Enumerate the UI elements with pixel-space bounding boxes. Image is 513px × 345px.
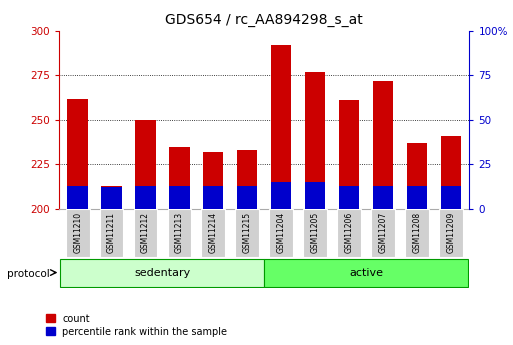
Bar [271,45,291,209]
Bar [102,186,122,209]
Bar [269,209,293,257]
Bar [373,81,393,209]
Bar [135,120,155,209]
Bar [203,186,224,209]
Text: GSM11214: GSM11214 [209,212,218,253]
Text: GSM11213: GSM11213 [175,212,184,253]
Bar [68,99,88,209]
Bar [235,209,259,257]
Bar [305,182,325,209]
Bar [371,209,395,257]
Legend: count, percentile rank within the sample: count, percentile rank within the sample [46,314,227,337]
Bar [66,209,90,257]
Bar [405,209,429,257]
Text: GSM11210: GSM11210 [73,212,82,253]
Text: GSM11209: GSM11209 [446,212,455,253]
Bar [60,259,264,286]
Text: GSM11208: GSM11208 [412,212,421,253]
Text: GSM11206: GSM11206 [345,212,353,253]
Bar [237,186,258,209]
Text: GSM11204: GSM11204 [277,212,286,253]
Bar [339,100,359,209]
Bar [271,182,291,209]
Text: GSM11211: GSM11211 [107,212,116,253]
Bar [373,186,393,209]
Bar [439,209,463,257]
Text: protocol: protocol [7,269,49,279]
Text: GSM11212: GSM11212 [141,212,150,253]
Bar [203,152,224,209]
Bar [264,259,468,286]
Bar [133,209,157,257]
Bar [169,186,190,209]
Bar [441,136,461,209]
Bar [305,72,325,209]
Bar [237,150,258,209]
Text: GSM11205: GSM11205 [310,212,320,253]
Title: GDS654 / rc_AA894298_s_at: GDS654 / rc_AA894298_s_at [165,13,363,27]
Bar [169,147,190,209]
Text: GSM11207: GSM11207 [379,212,387,253]
Bar [135,186,155,209]
Bar [100,209,124,257]
Bar [202,209,225,257]
Text: GSM11215: GSM11215 [243,212,252,253]
Bar [102,187,122,209]
Bar [339,186,359,209]
Bar [407,143,427,209]
Bar [303,209,327,257]
Bar [441,186,461,209]
Bar [407,186,427,209]
Bar [168,209,191,257]
Text: active: active [349,268,383,277]
Bar [68,186,88,209]
Text: sedentary: sedentary [134,268,190,277]
Bar [337,209,361,257]
